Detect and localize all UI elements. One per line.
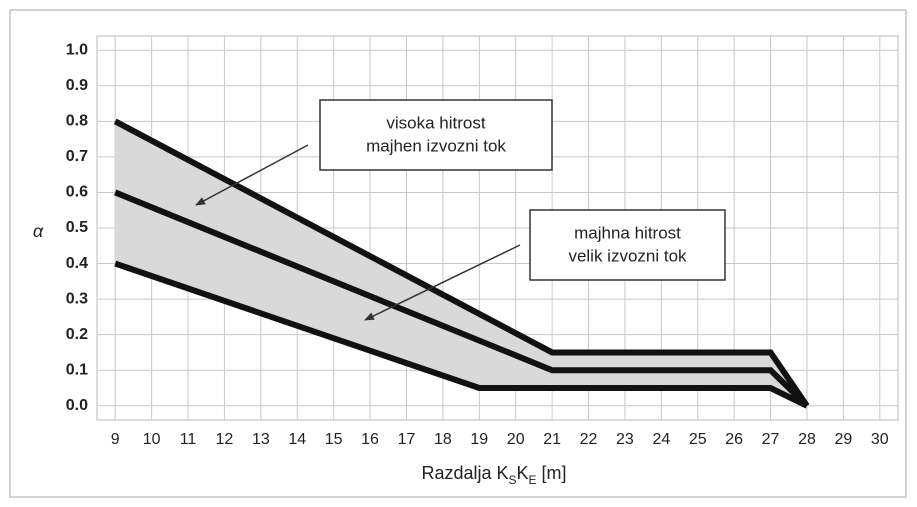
x-axis-label-part: E <box>529 473 537 487</box>
x-tick-label: 10 <box>143 431 161 448</box>
x-axis-label-part: S <box>509 473 517 487</box>
annotation-text: majhna hitrost <box>574 223 681 242</box>
x-tick-label: 28 <box>798 431 816 448</box>
x-tick-label: 24 <box>652 431 670 448</box>
x-tick-label: 27 <box>762 431 780 448</box>
x-tick-label: 14 <box>288 431 306 448</box>
x-tick-label: 12 <box>216 431 234 448</box>
series-line <box>114 260 809 409</box>
y-tick-label: 0.5 <box>66 219 88 236</box>
series-line <box>113 118 810 408</box>
x-tick-label: 23 <box>616 431 634 448</box>
x-tick-label: 16 <box>361 431 379 448</box>
x-tick-label: 18 <box>434 431 452 448</box>
annotation-arrow <box>195 144 309 206</box>
x-tick-label: 26 <box>725 431 743 448</box>
x-tick-label: 21 <box>543 431 561 448</box>
y-tick-label: 0.0 <box>66 397 88 414</box>
x-tick-label: 9 <box>111 431 120 448</box>
x-tick-label: 15 <box>325 431 343 448</box>
annotation-arrow <box>364 244 521 321</box>
x-tick-label: 22 <box>580 431 598 448</box>
x-tick-label: 19 <box>470 431 488 448</box>
annotation-box <box>319 99 553 171</box>
annotation-text: visoka hitrost <box>386 113 485 132</box>
x-tick-label: 20 <box>507 431 525 448</box>
y-tick-label: 0.3 <box>66 290 88 307</box>
y-tick-label: 0.4 <box>66 255 88 272</box>
y-tick-label: 0.8 <box>66 113 88 130</box>
frame <box>9 9 907 498</box>
annotation-text: velik izvozni tok <box>568 246 687 265</box>
x-axis-label-part: Razdalja K <box>421 463 508 483</box>
x-tick-label: 13 <box>252 431 270 448</box>
y-tick-label: 0.7 <box>66 148 88 165</box>
x-tick-label: 25 <box>689 431 707 448</box>
x-tick-label: 11 <box>180 431 197 448</box>
x-tick-label: 29 <box>834 431 852 448</box>
y-tick-label: 0.6 <box>66 184 88 201</box>
x-axis-label-part: K <box>517 463 529 483</box>
y-tick-label: 0.2 <box>66 326 88 343</box>
y-tick-label: 0.9 <box>66 77 88 94</box>
annotation-box <box>529 209 726 281</box>
x-tick-label: 30 <box>871 431 889 448</box>
annotation-text: majhen izvozni tok <box>366 136 506 155</box>
x-axis-label: Razdalja KSKE [m] <box>421 463 566 487</box>
series-line <box>114 189 810 408</box>
y-axis-label: α <box>33 221 44 241</box>
x-tick-label: 17 <box>398 431 416 448</box>
range-band <box>115 121 807 406</box>
x-axis-label-part: [m] <box>537 463 567 483</box>
y-tick-label: 1.0 <box>66 41 88 58</box>
y-tick-label: 0.1 <box>66 361 88 378</box>
